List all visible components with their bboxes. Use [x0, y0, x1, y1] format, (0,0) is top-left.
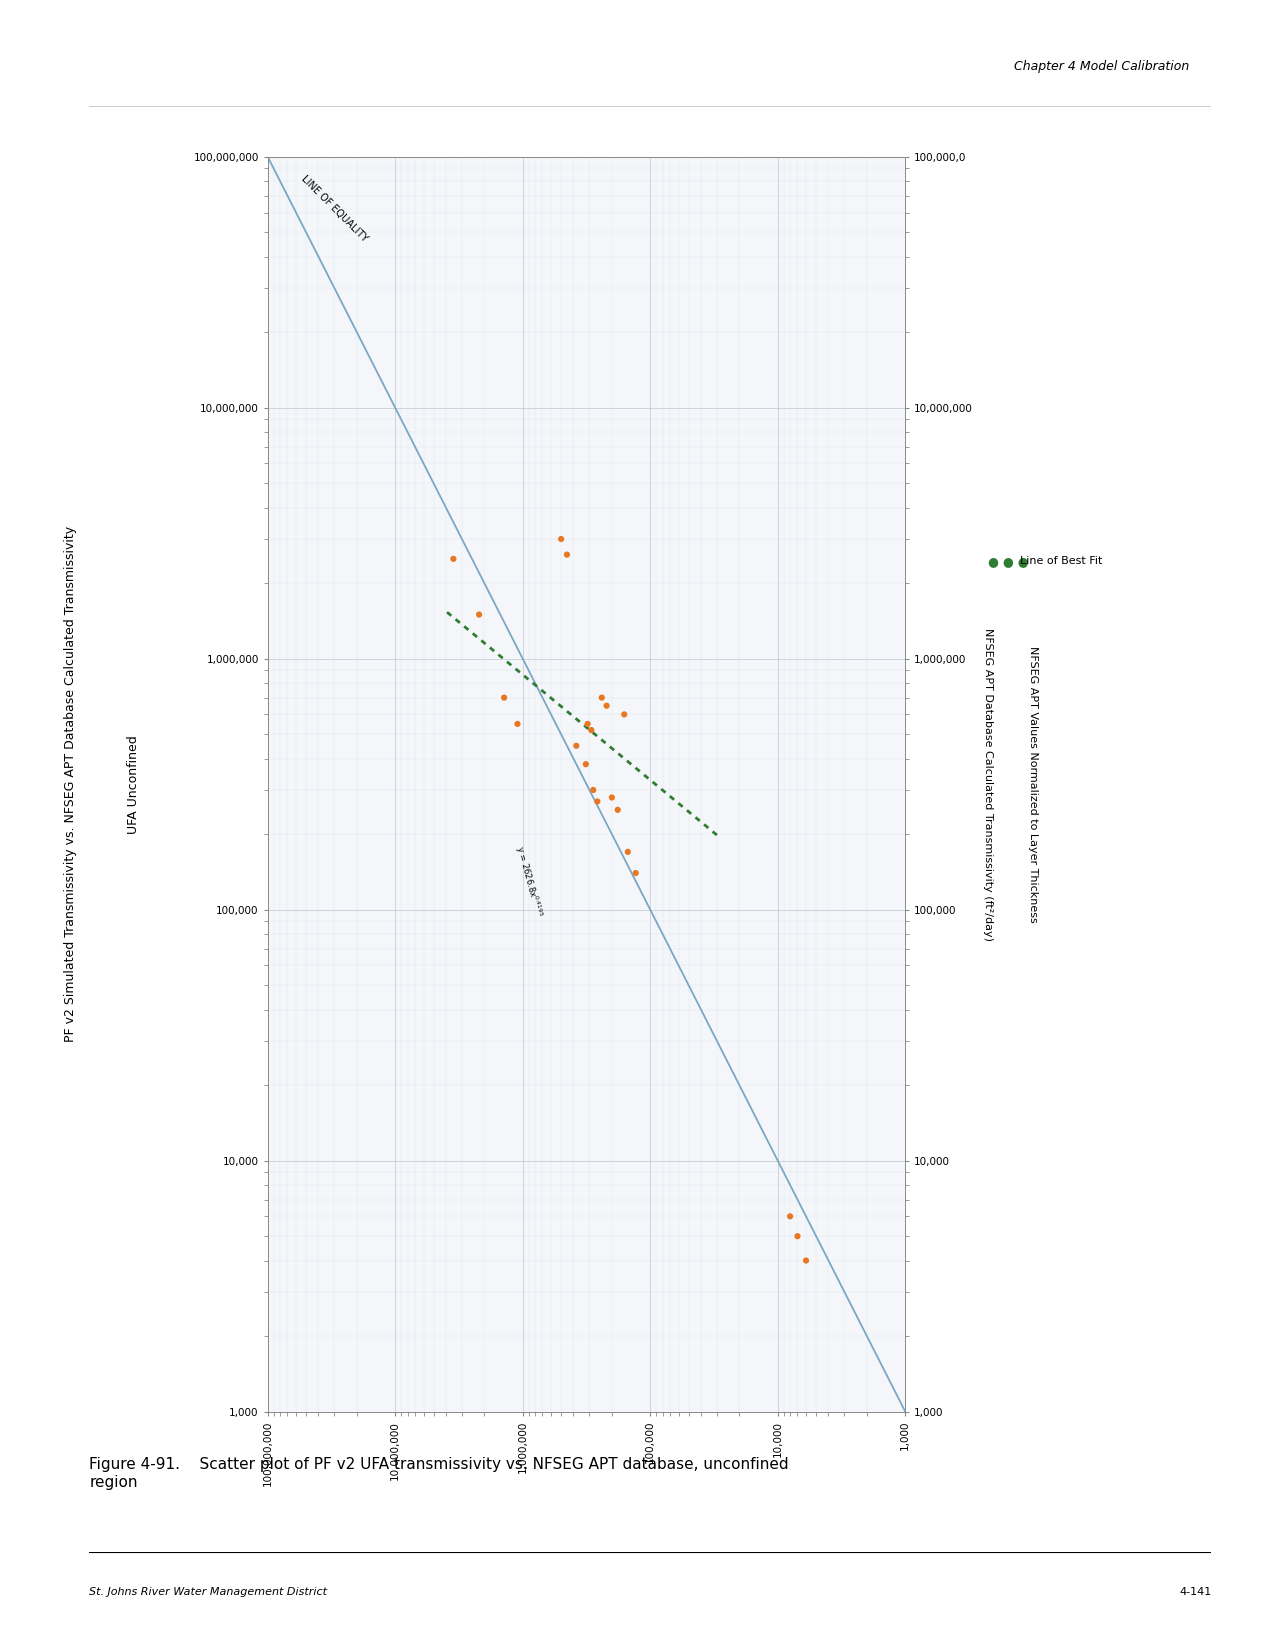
Text: PF v2 Simulated Transmissivity vs. NFSEG APT Database Calculated Transmissivity: PF v2 Simulated Transmissivity vs. NFSEG… [64, 527, 76, 1042]
Text: Chapter 4 Model Calibration: Chapter 4 Model Calibration [1014, 59, 1188, 73]
Point [602, 784, 622, 811]
Point [444, 546, 464, 573]
Point [507, 710, 528, 736]
Text: ● ● ●: ● ● ● [988, 555, 1029, 568]
Point [626, 860, 646, 887]
Point [566, 733, 586, 759]
Text: 4-141: 4-141 [1179, 1587, 1211, 1598]
Point [592, 685, 612, 712]
Point [780, 1204, 801, 1230]
Point [597, 692, 617, 718]
Text: y = 2626.8x$^{0.4195}$: y = 2626.8x$^{0.4195}$ [513, 844, 544, 918]
Point [575, 751, 595, 778]
Point [617, 839, 638, 865]
Point [787, 1223, 807, 1250]
Point [557, 542, 578, 568]
Point [581, 717, 602, 743]
Point [583, 776, 603, 802]
Text: LINE OF EQUALITY: LINE OF EQUALITY [300, 173, 370, 244]
Point [588, 788, 608, 814]
Text: UFA Unconfined: UFA Unconfined [128, 735, 140, 834]
Text: NFSEG APT Database Calculated Transmissivity (ft²/day): NFSEG APT Database Calculated Transmissi… [983, 627, 993, 941]
Point [578, 710, 598, 736]
Point [551, 525, 571, 551]
Text: Line of Best Fit: Line of Best Fit [1020, 556, 1103, 566]
Text: St. Johns River Water Management District: St. Johns River Water Management Distric… [89, 1587, 328, 1598]
Point [607, 797, 627, 824]
Text: NFSEG APT Values Normalized to Layer Thickness: NFSEG APT Values Normalized to Layer Thi… [1028, 646, 1038, 923]
Point [615, 702, 635, 728]
Point [469, 601, 490, 627]
Point [796, 1247, 816, 1273]
Text: Figure 4-91.    Scatter plot of PF v2 UFA transmissivity vs. NFSEG APT database,: Figure 4-91. Scatter plot of PF v2 UFA t… [89, 1458, 789, 1489]
Point [493, 685, 514, 712]
